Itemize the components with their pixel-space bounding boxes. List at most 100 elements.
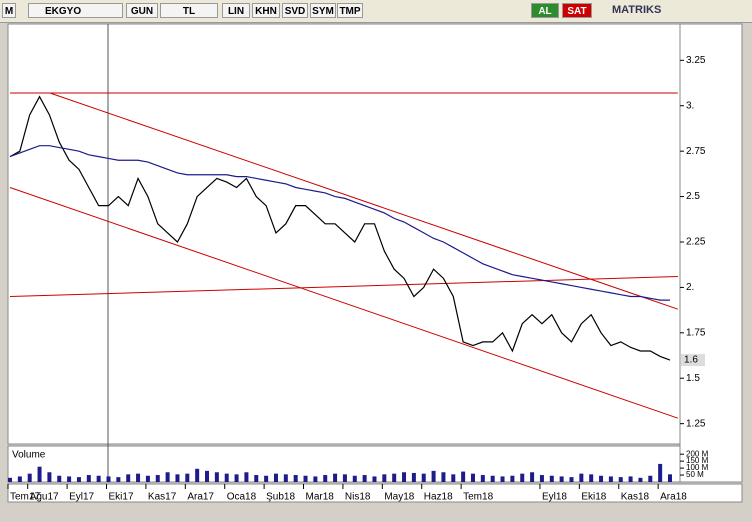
volume-bar xyxy=(411,472,416,482)
toolbar: M EKGYO GUN TL LIN KHN SVD SYM TMP AL SA… xyxy=(0,0,752,23)
volume-bar xyxy=(106,476,111,482)
y-tick-label: 1.75 xyxy=(686,327,706,338)
volume-bar xyxy=(549,475,554,482)
x-tick-label: Ara18 xyxy=(660,492,687,503)
volume-bar xyxy=(313,476,318,482)
volume-bar xyxy=(155,475,160,482)
volume-bar xyxy=(67,476,72,482)
period-button[interactable]: GUN xyxy=(126,3,158,18)
volume-bar xyxy=(342,474,347,482)
volume-bar xyxy=(441,472,446,482)
currency-button[interactable]: TL xyxy=(160,3,218,18)
volume-bar xyxy=(510,475,515,482)
x-tick-label: Eki18 xyxy=(581,492,606,503)
volume-bar xyxy=(569,477,574,482)
tool-button[interactable]: KHN xyxy=(252,3,280,18)
volume-tick-label: 50 M xyxy=(686,470,704,479)
scale-button[interactable]: LIN xyxy=(222,3,250,18)
volume-bar xyxy=(392,473,397,482)
volume-bar xyxy=(214,472,219,482)
volume-bar xyxy=(37,466,42,482)
tool-button[interactable]: SVD xyxy=(282,3,308,18)
volume-bar xyxy=(234,474,239,482)
volume-bar xyxy=(618,477,623,482)
x-tick-label: Ağu17 xyxy=(30,492,59,503)
volume-bar xyxy=(490,475,495,482)
volume-bar xyxy=(136,473,141,482)
volume-bar xyxy=(480,475,485,482)
volume-bar xyxy=(96,475,101,482)
y-tick-label: 3. xyxy=(686,100,694,111)
x-tick-label: Eki17 xyxy=(109,492,134,503)
volume-bar xyxy=(520,473,525,482)
volume-bar xyxy=(668,474,672,482)
price-line xyxy=(9,95,671,361)
tool-button[interactable]: SYM xyxy=(310,3,336,18)
volume-bar xyxy=(539,475,544,482)
price-line xyxy=(9,145,670,301)
volume-bar xyxy=(273,473,278,482)
last-price-box xyxy=(681,354,705,367)
symbol-box[interactable]: EKGYO xyxy=(28,3,123,18)
x-tick-label: Oca18 xyxy=(227,492,257,503)
volume-bar xyxy=(283,474,288,482)
volume-bar xyxy=(116,477,121,482)
x-tick-label: Ara17 xyxy=(187,492,214,503)
buy-button[interactable]: AL xyxy=(531,3,559,18)
y-tick-label: 2.25 xyxy=(686,237,706,248)
x-tick-label: Haz18 xyxy=(424,492,453,503)
x-tick-label: Mar18 xyxy=(306,492,335,503)
menu-button[interactable]: M xyxy=(2,3,16,18)
volume-bar xyxy=(470,473,475,482)
volume-bar xyxy=(17,476,22,482)
volume-bar xyxy=(500,476,505,482)
y-tick-label: 2. xyxy=(686,282,694,293)
chart: Volume 1.25 1.5 1.75 2. 2.25 2.5 2.75 3. 3.25 Tem… xyxy=(7,23,743,503)
volume-bar xyxy=(362,475,367,482)
volume-bar xyxy=(382,474,387,482)
x-tick-label: Tem17 xyxy=(10,492,40,503)
volume-bar xyxy=(658,463,663,482)
volume-bar xyxy=(47,472,52,482)
x-tick-label: Şub18 xyxy=(266,492,295,503)
tool-button[interactable]: TMP xyxy=(337,3,363,18)
volume-bar xyxy=(372,476,377,482)
last-price-label: 1.6 xyxy=(684,355,698,366)
volume-bar xyxy=(76,477,81,482)
volume-bar xyxy=(205,470,210,482)
trendline xyxy=(49,92,679,310)
x-tick-label: Eyl18 xyxy=(542,492,567,503)
volume-bar xyxy=(145,475,150,482)
volume-bar xyxy=(421,473,426,482)
volume-bar xyxy=(195,468,200,482)
volume-tick-label: 100 M xyxy=(686,463,709,472)
volume-bar xyxy=(628,476,633,482)
x-tick-label: May18 xyxy=(384,492,414,503)
volume-bar xyxy=(530,472,535,482)
volume-bar xyxy=(264,475,269,482)
y-tick-label: 2.75 xyxy=(686,146,706,157)
sell-button[interactable]: SAT xyxy=(562,3,592,18)
volume-bar xyxy=(431,470,436,482)
volume-bar xyxy=(323,475,328,482)
volume-tick-label: 150 M xyxy=(686,456,709,465)
volume-bar xyxy=(648,475,653,482)
volume-bar xyxy=(175,474,180,482)
volume-bar xyxy=(57,475,62,482)
volume-bar xyxy=(224,473,229,482)
x-tick-label: Kas18 xyxy=(621,492,650,503)
y-tick-label: 1.25 xyxy=(686,418,706,429)
price-panel xyxy=(7,23,681,445)
volume-bar xyxy=(165,472,170,482)
y-tick-label: 1.5 xyxy=(686,373,700,384)
volume-bar xyxy=(559,476,564,482)
trendline xyxy=(9,187,679,419)
volume-bar xyxy=(303,475,308,482)
volume-bar xyxy=(579,473,584,482)
volume-bar xyxy=(126,474,131,482)
volume-bar xyxy=(451,474,456,482)
volume-bar xyxy=(599,475,604,482)
volume-bar xyxy=(293,475,298,482)
volume-bar xyxy=(86,475,91,482)
